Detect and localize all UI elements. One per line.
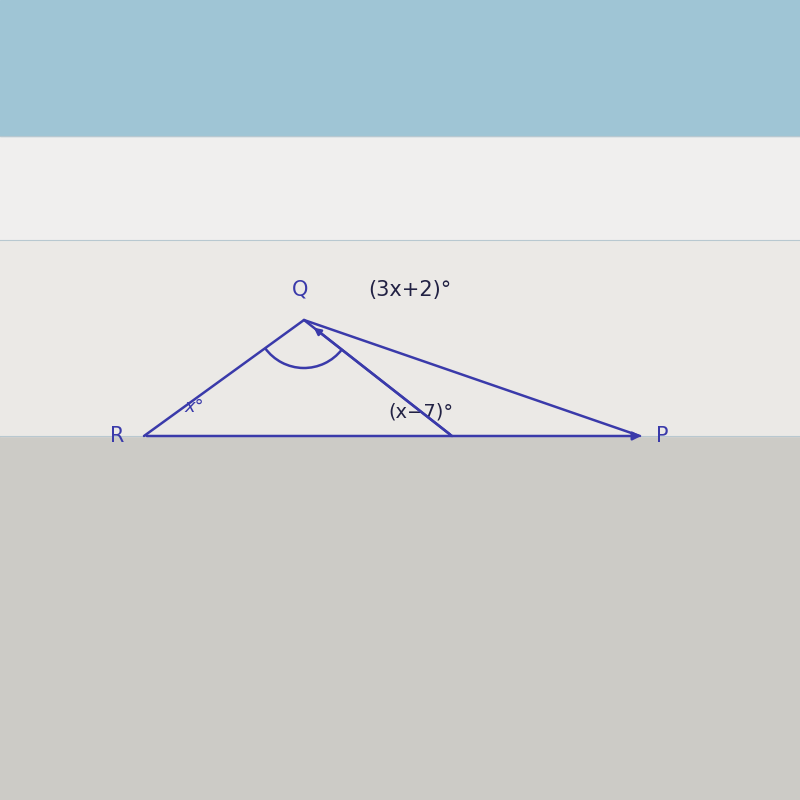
Text: (3x+2)°: (3x+2)° bbox=[368, 280, 451, 300]
Text: R: R bbox=[110, 426, 124, 446]
Bar bbox=[0, 136, 800, 240]
Bar bbox=[0, 0, 800, 136]
Text: (x−7)°: (x−7)° bbox=[388, 402, 453, 422]
Bar bbox=[0, 240, 800, 436]
Text: P: P bbox=[656, 426, 669, 446]
Text: x°: x° bbox=[184, 398, 204, 416]
Bar bbox=[0, 436, 800, 800]
Text: Q: Q bbox=[292, 280, 308, 300]
